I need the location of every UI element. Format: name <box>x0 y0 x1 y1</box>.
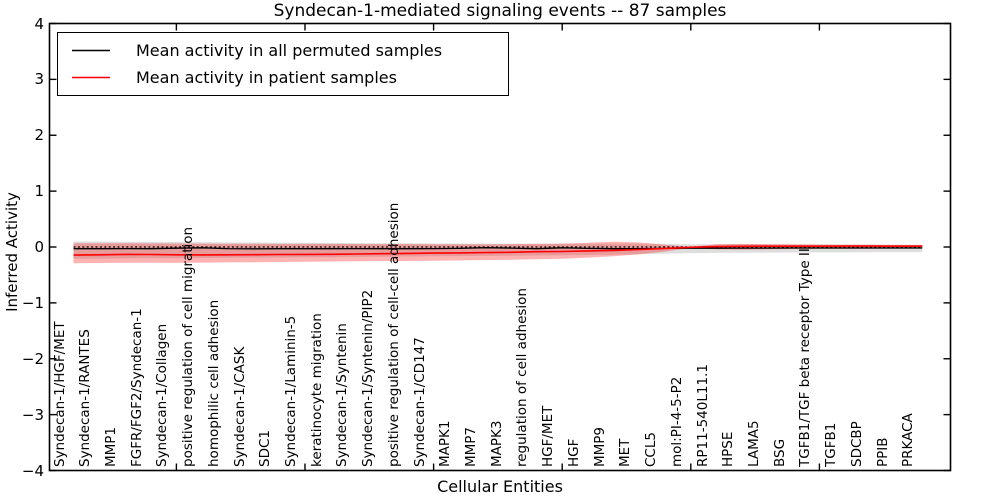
y-tick-label: −4 <box>21 461 44 480</box>
y-tick-label: −1 <box>21 293 44 312</box>
x-tick-label: TGFB1/TGF beta receptor Type II <box>797 248 814 467</box>
permuted-mean-line <box>73 247 923 250</box>
x-tick-label: HGF <box>565 438 582 467</box>
x-tick-label: PRKACA <box>900 413 917 467</box>
x-tick-label: Syndecan-1/Syntenin <box>334 323 351 467</box>
x-tick-label: SDCBP <box>848 421 865 467</box>
x-tick-label: MMP1 <box>102 426 119 467</box>
x-tick-label: positive regulation of cell migration <box>180 226 197 467</box>
x-tick-label: TGFB1 <box>823 422 840 467</box>
x-tick-label: BSG <box>771 438 788 467</box>
permuted-line-sample-icon <box>72 49 110 52</box>
x-tick-label: Syndecan-1/CASK <box>231 346 248 467</box>
x-tick-label: MAPK3 <box>488 420 505 467</box>
chart-title: Syndecan-1-mediated signaling events -- … <box>273 1 727 21</box>
y-tick-label: −3 <box>21 405 44 424</box>
y-tick-label: 0 <box>34 238 44 256</box>
x-tick-label: positive regulation of cell-cell adhesio… <box>385 202 402 467</box>
x-tick-label: mol:PI-4-5-P2 <box>668 376 685 467</box>
patient-line-sample-icon <box>72 76 110 79</box>
x-tick-label: MMP9 <box>591 426 608 467</box>
x-tick-label: Syndecan-1/RANTES <box>77 329 94 467</box>
x-tick-label: HGF/MET <box>540 405 557 467</box>
y-tick-label: 3 <box>34 70 44 89</box>
x-tick-label: MET <box>617 438 634 467</box>
x-tick-label: homophilic cell adhesion <box>205 299 222 467</box>
x-tick-label: Syndecan-1/CD147 <box>411 337 428 467</box>
y-tick-label: 2 <box>34 126 44 145</box>
x-tick-label: HPSE <box>720 431 737 467</box>
legend-entry-patient: Mean activity in patient samples <box>58 65 508 91</box>
x-tick-label: Syndecan-1/Syntenin/PIP2 <box>360 289 377 467</box>
patient-mean-line <box>73 245 923 256</box>
x-tick-label: LAMA5 <box>745 420 762 467</box>
x-tick-label: PPIB <box>874 437 891 467</box>
y-tick-label: −2 <box>21 349 44 368</box>
x-tick-label: Syndecan-1/HGF/MET <box>51 321 68 467</box>
legend: Mean activity in all permuted samples Me… <box>57 32 509 96</box>
y-tick-label: 4 <box>34 14 44 33</box>
x-tick-label: keratinocyte migration <box>308 313 325 467</box>
x-tick-label: Syndecan-1/Collagen <box>154 323 171 467</box>
x-tick-label: SDC1 <box>257 430 274 467</box>
x-axis-title: Cellular Entities <box>437 477 563 496</box>
x-tick-label: MMP7 <box>463 426 480 467</box>
x-tick-label: FGFR/FGF2/Syndecan-1 <box>128 308 145 467</box>
x-tick-label: Syndecan-1/Laminin-5 <box>282 315 299 467</box>
x-tick-label: regulation of cell adhesion <box>514 288 531 467</box>
legend-entry-permuted: Mean activity in all permuted samples <box>58 38 508 64</box>
y-tick-label: 1 <box>34 182 44 201</box>
legend-label-permuted: Mean activity in all permuted samples <box>136 41 443 60</box>
x-tick-label: CCL5 <box>643 432 660 467</box>
x-tick-label: RP11-540L11.1 <box>694 364 711 467</box>
x-tick-label: MAPK1 <box>437 420 454 467</box>
legend-label-patient: Mean activity in patient samples <box>136 68 397 87</box>
